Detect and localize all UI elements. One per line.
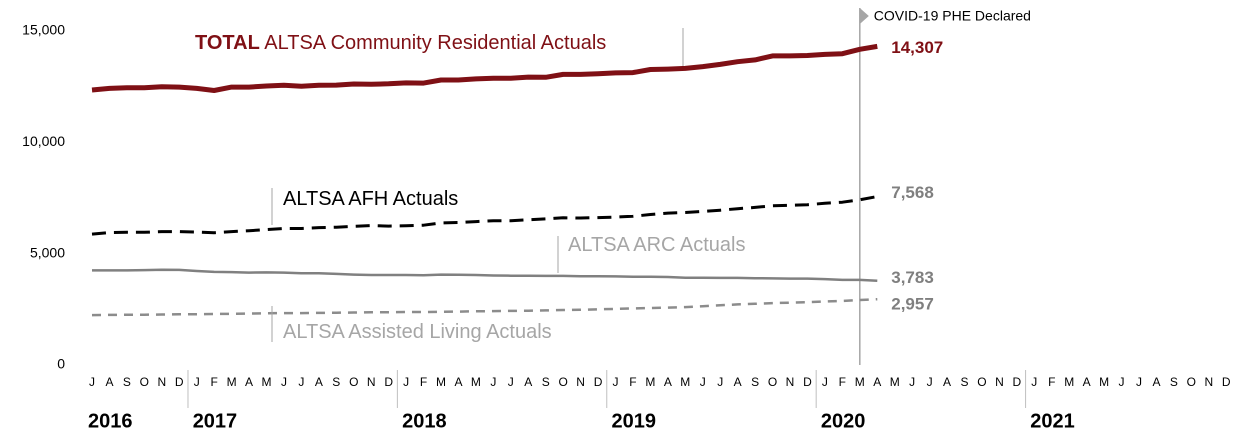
x-tick-label: S bbox=[751, 375, 759, 389]
year-label: 2018 bbox=[402, 410, 447, 432]
x-tick-label: J bbox=[822, 375, 828, 389]
x-tick-label: J bbox=[490, 375, 496, 389]
x-tick-label: J bbox=[909, 375, 915, 389]
x-tick-label: A bbox=[454, 375, 462, 389]
x-tick-label: A bbox=[524, 375, 532, 389]
x-tick-label: M bbox=[1064, 375, 1074, 389]
x-tick-label: O bbox=[1187, 375, 1196, 389]
x-tick-label: J bbox=[281, 375, 287, 389]
x-tick-label: A bbox=[664, 375, 672, 389]
series-line bbox=[91, 297, 878, 317]
x-tick-label: O bbox=[140, 375, 149, 389]
x-tick-label: S bbox=[123, 375, 131, 389]
x-tick-label: O bbox=[349, 375, 358, 389]
x-tick-label: J bbox=[194, 375, 200, 389]
x-tick-label: D bbox=[803, 375, 812, 389]
x-tick-label: A bbox=[873, 375, 881, 389]
x-tick-label: J bbox=[927, 375, 933, 389]
series-line bbox=[91, 195, 878, 236]
y-tick-label: 15,000 bbox=[22, 22, 65, 38]
x-tick-label: M bbox=[471, 375, 481, 389]
x-tick-label: J bbox=[89, 375, 95, 389]
series-label: ALTSA ARC Actuals bbox=[568, 234, 746, 256]
y-tick-label: 0 bbox=[57, 356, 65, 372]
x-tick-label: D bbox=[384, 375, 393, 389]
series-label: ALTSA AFH Actuals bbox=[283, 188, 458, 210]
series-label: TOTAL ALTSA Community Residential Actual… bbox=[195, 32, 606, 54]
value-label: 7,568 bbox=[891, 183, 934, 202]
x-tick-label: N bbox=[1204, 375, 1213, 389]
x-tick-label: A bbox=[245, 375, 253, 389]
year-label: 2017 bbox=[193, 410, 238, 432]
x-tick-label: M bbox=[680, 375, 690, 389]
year-label: 2020 bbox=[821, 410, 866, 432]
x-tick-label: N bbox=[576, 375, 585, 389]
x-tick-label: A bbox=[943, 375, 951, 389]
x-tick-label: M bbox=[227, 375, 237, 389]
value-label: 2,957 bbox=[891, 295, 934, 314]
x-tick-label: M bbox=[1099, 375, 1109, 389]
x-tick-label: S bbox=[542, 375, 550, 389]
x-tick-label: J bbox=[403, 375, 409, 389]
series-label-name: ALTSA Community Residential Actuals bbox=[264, 32, 606, 54]
year-label: 2021 bbox=[1030, 410, 1075, 432]
x-tick-label: O bbox=[977, 375, 986, 389]
series-label: ALTSA Assisted Living Actuals bbox=[283, 321, 552, 343]
x-tick-label: M bbox=[855, 375, 865, 389]
value-label: 3,783 bbox=[891, 268, 934, 287]
y-tick-label: 5,000 bbox=[30, 244, 65, 260]
series-label-name: ALTSA ARC Actuals bbox=[568, 234, 746, 256]
x-tick-label: A bbox=[1083, 375, 1091, 389]
x-tick-label: M bbox=[436, 375, 446, 389]
x-tick-label: A bbox=[1152, 375, 1160, 389]
series-label-bold: TOTAL bbox=[195, 32, 260, 54]
x-tick-label: S bbox=[960, 375, 968, 389]
year-label: 2016 bbox=[88, 410, 133, 432]
x-tick-label: O bbox=[558, 375, 567, 389]
series-line bbox=[92, 268, 878, 283]
x-tick-label: A bbox=[315, 375, 323, 389]
annotation-marker bbox=[859, 8, 869, 24]
x-tick-label: N bbox=[995, 375, 1004, 389]
x-tick-label: N bbox=[157, 375, 166, 389]
x-tick-label: F bbox=[210, 375, 217, 389]
x-tick-label: A bbox=[734, 375, 742, 389]
x-tick-label: M bbox=[645, 375, 655, 389]
x-tick-label: J bbox=[1119, 375, 1125, 389]
series-label-name: ALTSA Assisted Living Actuals bbox=[283, 321, 552, 343]
y-tick-label: 10,000 bbox=[22, 133, 65, 149]
year-label: 2019 bbox=[612, 410, 657, 432]
x-tick-label: J bbox=[508, 375, 514, 389]
annotation-text: COVID-19 PHE Declared bbox=[874, 8, 1031, 24]
x-tick-label: J bbox=[1136, 375, 1142, 389]
x-tick-label: D bbox=[1222, 375, 1231, 389]
x-tick-label: D bbox=[1013, 375, 1022, 389]
series-label-name: ALTSA AFH Actuals bbox=[283, 188, 458, 210]
x-tick-label: S bbox=[1170, 375, 1178, 389]
x-tick-label: F bbox=[420, 375, 427, 389]
x-tick-label: F bbox=[1048, 375, 1055, 389]
x-tick-label: J bbox=[700, 375, 706, 389]
x-tick-label: D bbox=[175, 375, 184, 389]
x-tick-label: J bbox=[613, 375, 619, 389]
x-tick-label: J bbox=[1031, 375, 1037, 389]
x-tick-label: D bbox=[594, 375, 603, 389]
x-tick-label: F bbox=[839, 375, 846, 389]
x-tick-label: N bbox=[786, 375, 795, 389]
x-tick-label: M bbox=[890, 375, 900, 389]
x-tick-label: M bbox=[262, 375, 272, 389]
x-tick-label: J bbox=[298, 375, 304, 389]
x-tick-label: F bbox=[629, 375, 636, 389]
series-line bbox=[91, 43, 878, 93]
x-tick-label: O bbox=[768, 375, 777, 389]
x-tick-label: N bbox=[367, 375, 376, 389]
x-tick-label: S bbox=[332, 375, 340, 389]
x-tick-label: A bbox=[105, 375, 113, 389]
x-tick-label: J bbox=[717, 375, 723, 389]
value-label: 14,307 bbox=[891, 38, 943, 57]
